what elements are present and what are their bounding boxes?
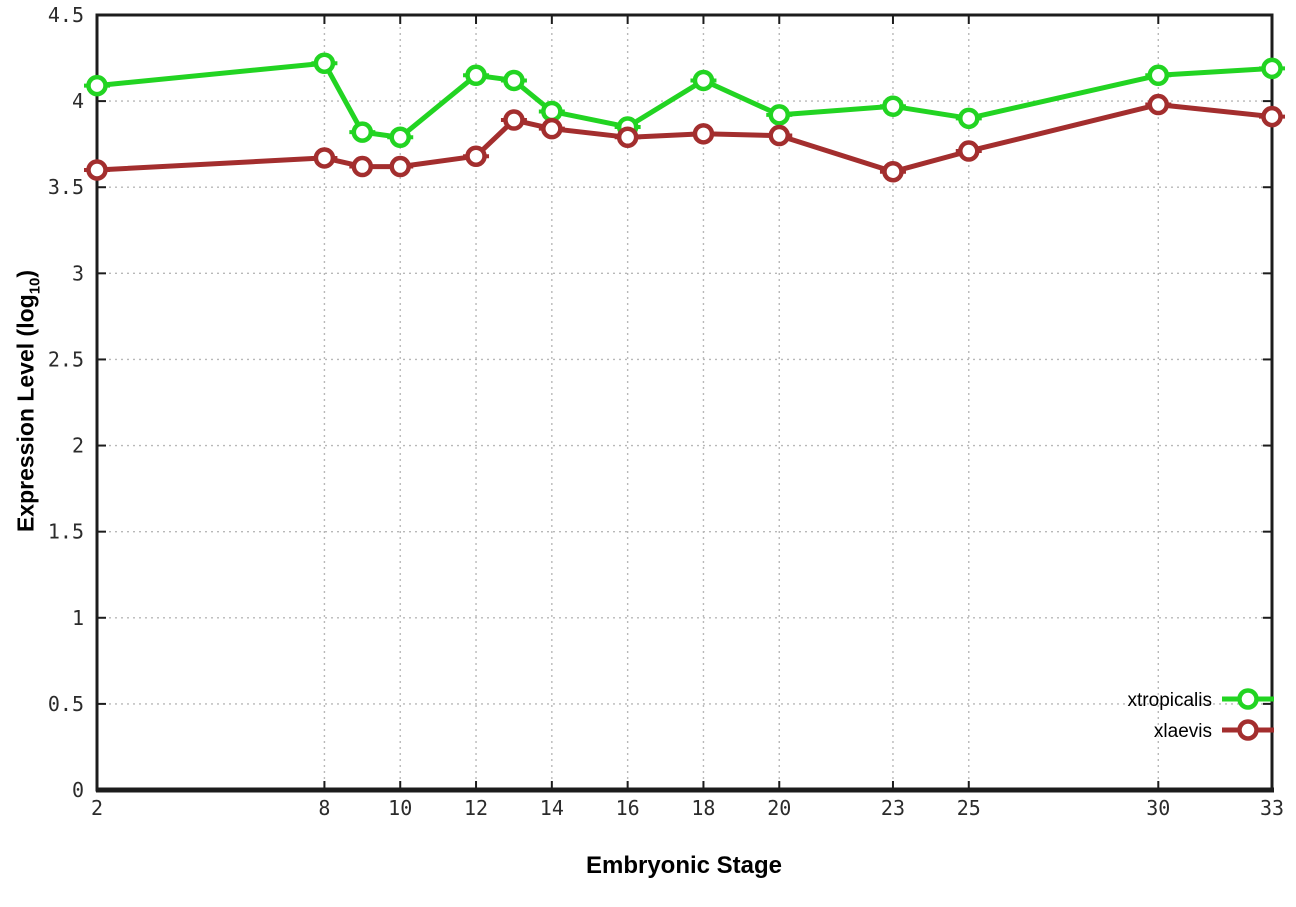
data-point-xlaevis-circle — [958, 140, 980, 162]
data-point-xlaevis-circle — [313, 147, 336, 169]
y-tick-label: 0 — [72, 778, 84, 802]
data-point-xtropicalis-circle — [351, 121, 374, 143]
y-tick-label: 2.5 — [48, 347, 84, 371]
data-point-xtropicalis-circle — [1261, 57, 1283, 80]
plot-border — [95, 13, 1274, 793]
data-point-xlaevis-circle — [389, 155, 411, 178]
gridlines — [96, 14, 1273, 791]
y-axis-title-main: Expression Level (log — [12, 294, 39, 533]
legend-sample-xlaevis — [1222, 719, 1274, 741]
data-point-xtropicalis-circle — [503, 69, 525, 92]
data-point-xlaevis-circle — [768, 124, 791, 147]
axis-ticks — [96, 14, 1273, 791]
y-tick-label: 3 — [72, 261, 84, 285]
y-tick-label: 4.5 — [48, 3, 84, 27]
legend: xtropicalis xlaevis — [1128, 688, 1274, 742]
series-xtropicalis — [84, 52, 1285, 149]
x-tick-label: 33 — [1260, 796, 1284, 820]
legend-sample-marker — [1237, 719, 1259, 741]
legend-sample-marker — [1237, 688, 1259, 710]
y-tick-label: 2 — [72, 434, 84, 458]
data-point-xtropicalis-circle — [692, 69, 715, 92]
data-point-xlaevis-circle — [692, 123, 715, 145]
data-point-xlaevis-circle — [1147, 93, 1170, 116]
series-xtropicalis-line — [94, 60, 1275, 140]
x-tick-label: 30 — [1146, 796, 1170, 820]
data-point-xtropicalis-circle — [313, 52, 336, 74]
x-tick-label: 20 — [767, 796, 791, 820]
data-point-xlaevis-circle — [86, 159, 108, 181]
data-series — [84, 52, 1285, 183]
data-point-xtropicalis-circle — [958, 107, 980, 130]
series-xlaevis — [84, 93, 1285, 183]
x-tick-label: 25 — [957, 796, 981, 820]
legend-label-xlaevis: xlaevis — [1154, 721, 1212, 742]
legend-sample-xtropicalis — [1222, 688, 1274, 710]
plot-border-rect — [95, 13, 1274, 792]
y-tick-label: 4 — [72, 89, 84, 113]
data-point-xlaevis-circle — [465, 145, 487, 167]
y-tick-label: 0.5 — [48, 692, 84, 716]
data-point-xlaevis-circle — [541, 117, 563, 140]
y-tick-label: 1 — [72, 606, 84, 630]
data-point-xtropicalis-circle — [1147, 64, 1170, 87]
legend-entry-xlaevis: xlaevis — [1154, 719, 1274, 742]
x-tick-label: 18 — [691, 796, 715, 820]
legend-label-xtropicalis: xtropicalis — [1128, 690, 1212, 711]
data-point-xtropicalis-circle — [86, 74, 108, 97]
y-tick-label: 1.5 — [48, 520, 84, 544]
y-axis-title-end: ) — [12, 269, 39, 278]
data-point-xlaevis-circle — [616, 126, 639, 149]
x-tick-label: 10 — [388, 796, 412, 820]
data-point-xtropicalis-circle — [768, 104, 791, 126]
data-point-xtropicalis-circle — [465, 64, 487, 87]
y-tick-label: 3.5 — [48, 175, 84, 199]
x-tick-label: 23 — [881, 796, 905, 820]
data-point-xlaevis-circle — [1261, 105, 1283, 128]
series-xlaevis-line — [94, 102, 1275, 175]
data-point-xtropicalis-circle — [882, 95, 904, 118]
y-axis-title-subscript: 10 — [26, 277, 44, 295]
data-point-xtropicalis-circle — [389, 126, 411, 149]
x-tick-label: 12 — [464, 796, 488, 820]
x-tick-label: 16 — [616, 796, 640, 820]
legend-entry-xtropicalis: xtropicalis — [1128, 688, 1274, 711]
x-tick-label: 14 — [540, 796, 564, 820]
data-point-xlaevis-circle — [503, 109, 525, 131]
x-tick-label: 2 — [91, 796, 103, 820]
data-point-xlaevis-circle — [351, 155, 374, 178]
axis-tick-labels: 2 8 10 12 14 16 18 20 23 25 30 33 0 0.5 1 1.5 2 2.5 3 3.5 4 4… — [48, 3, 1284, 820]
y-axis-title: Expression Level (log10) — [13, 270, 44, 532]
x-tick-label: 8 — [318, 796, 330, 820]
data-point-xlaevis-circle — [882, 160, 904, 183]
data-point-xtropicalis-circle — [541, 100, 563, 123]
x-axis-title: Embryonic Stage — [585, 852, 783, 879]
